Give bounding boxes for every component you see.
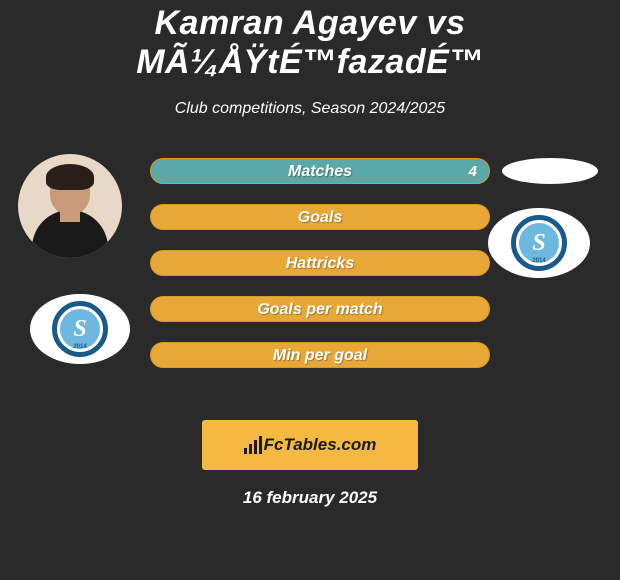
club-badge-left: S 2014: [30, 294, 130, 364]
stat-label: Goals per match: [151, 297, 489, 323]
stat-value-p2: 4: [469, 159, 477, 185]
stat-label: Goals: [151, 205, 489, 231]
chart-icon: [244, 436, 262, 454]
branding-box: FcTables.com: [202, 420, 418, 470]
date-text: 16 february 2025: [10, 488, 610, 508]
stat-label: Matches: [151, 159, 489, 185]
stat-label: Min per goal: [151, 343, 489, 369]
club-badge-right: S 2014: [488, 208, 590, 278]
club-logo-letter: S: [532, 230, 545, 257]
season-subtitle: Club competitions, Season 2024/2025: [10, 100, 610, 118]
stat-label: Hattricks: [151, 251, 489, 277]
club-logo-letter: S: [73, 316, 86, 343]
stat-row: Hattricks 0: [150, 250, 490, 276]
club-logo-year: 2014: [532, 258, 545, 264]
player-left-photo: [18, 154, 122, 258]
stat-row: Goals 0: [150, 204, 490, 230]
stat-row: Min per goal 0: [150, 342, 490, 368]
stat-row: Goals per match 0: [150, 296, 490, 322]
club-logo-icon: S 2014: [511, 215, 567, 271]
club-logo-icon: S 2014: [52, 301, 108, 357]
stat-row: Matches 4: [150, 158, 490, 184]
infographic-container: Kamran Agayev vs MÃ¼ÅŸtÉ™fazadÉ™ Club co…: [0, 0, 620, 580]
person-icon: [18, 154, 122, 258]
stat-bars: Matches 4 Goals 0 Hattricks 0 Goals per …: [150, 158, 490, 388]
branding-logo: FcTables.com: [244, 435, 377, 455]
player-right-placeholder: [502, 158, 598, 184]
branding-text: FcTables.com: [264, 435, 377, 455]
club-logo-year: 2014: [73, 344, 86, 350]
comparison-title: Kamran Agayev vs MÃ¼ÅŸtÉ™fazadÉ™: [10, 0, 610, 82]
main-area: S 2014 S 2014 Matches 4: [10, 158, 610, 398]
